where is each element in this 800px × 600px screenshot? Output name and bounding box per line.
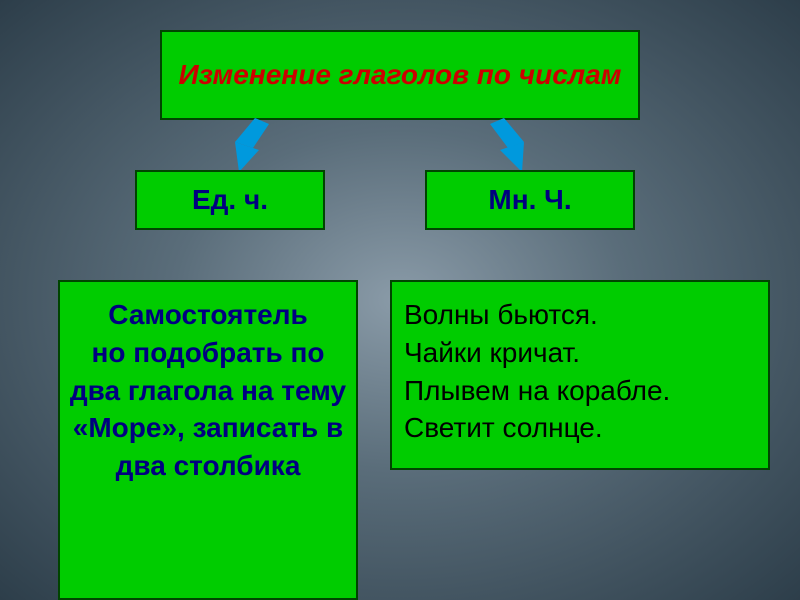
arrow-left-icon <box>225 118 275 174</box>
left-text-box: Самостоятель но подобрать по два глагола… <box>58 280 358 600</box>
title-text: Изменение глаголов по числам <box>178 57 621 93</box>
title-box: Изменение глаголов по числам <box>160 30 640 120</box>
plural-box: Мн. Ч. <box>425 170 635 230</box>
left-text-content: Самостоятель но подобрать по два глагола… <box>68 296 348 485</box>
right-text-content: Волны бьются. Чайки кричат. Плывем на ко… <box>404 296 670 447</box>
arrow-right-icon <box>490 118 540 174</box>
plural-label: Мн. Ч. <box>488 184 571 216</box>
singular-label: Ед. ч. <box>192 184 268 216</box>
right-text-box: Волны бьются. Чайки кричат. Плывем на ко… <box>390 280 770 470</box>
singular-box: Ед. ч. <box>135 170 325 230</box>
